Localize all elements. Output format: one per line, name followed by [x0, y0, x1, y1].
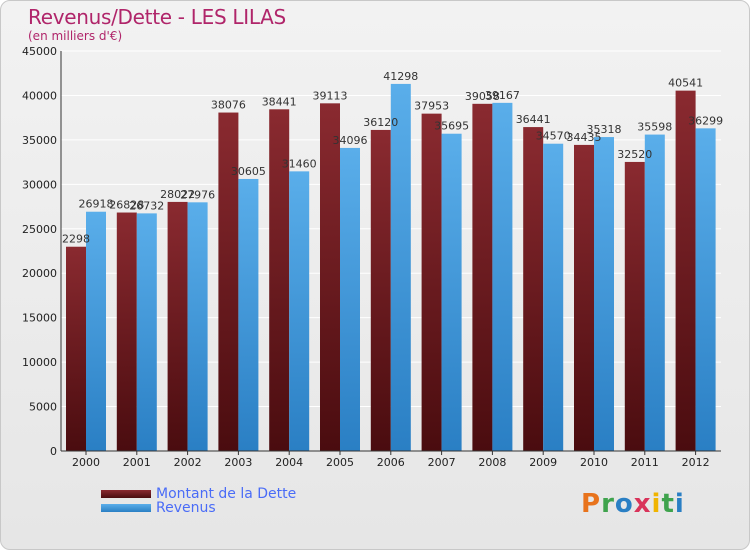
x-tick-label: 2007 [428, 456, 456, 469]
bar-revenus-2000 [86, 211, 106, 451]
y-tick-label: 30000 [22, 178, 57, 191]
bar-revenus-2011 [644, 134, 665, 451]
x-tick-label: 2004 [275, 456, 303, 469]
x-tick-label: 2011 [631, 456, 659, 469]
bar-dette-2000 [66, 246, 86, 451]
data-label-revenus-2004: 31460 [282, 157, 317, 170]
data-label-revenus-2007: 35695 [434, 120, 469, 133]
data-label-dette-2012: 40541 [668, 77, 703, 90]
x-tick-label: 2003 [224, 456, 252, 469]
data-label-revenus-2003: 30605 [231, 165, 266, 178]
bar-dette-2006 [370, 129, 391, 451]
y-tick-label: 40000 [22, 89, 57, 102]
legend-label-revenus: Revenus [156, 500, 216, 516]
bar-revenus-2001 [136, 213, 157, 451]
bar-dette-2002 [167, 201, 188, 451]
bar-revenus-2006 [390, 83, 411, 451]
x-tick-label: 2008 [478, 456, 506, 469]
data-label-dette-2003: 38076 [211, 99, 246, 112]
data-label-revenus-2008: 39167 [485, 89, 520, 102]
bar-revenus-2012 [695, 128, 716, 451]
y-tick-label: 15000 [22, 312, 57, 325]
bar-dette-2011 [624, 161, 645, 451]
data-label-revenus-2011: 35598 [637, 121, 672, 134]
bar-dette-2001 [116, 212, 137, 451]
y-tick-label: 20000 [22, 267, 57, 280]
data-label-dette-2004: 38441 [262, 95, 297, 108]
data-label-revenus-2012: 36299 [688, 114, 723, 127]
y-tick-label: 0 [50, 445, 57, 458]
y-tick-label: 5000 [29, 401, 57, 414]
x-tick-label: 2005 [326, 456, 354, 469]
bar-dette-2003 [218, 112, 239, 452]
bar-revenus-2008 [492, 102, 513, 452]
legend-label-dette: Montant de la Dette [156, 486, 297, 502]
bar-dette-2010 [574, 144, 594, 451]
x-tick-label: 2009 [529, 456, 557, 469]
data-label-dette-2001: 26828 [109, 199, 144, 212]
legend-swatch-dette [101, 490, 151, 498]
data-label-dette-2005: 39113 [313, 89, 348, 102]
bar-revenus-2009 [543, 143, 564, 451]
y-tick-label: 25000 [22, 223, 57, 236]
x-tick-label: 2006 [377, 456, 405, 469]
data-label-dette-2009: 36441 [516, 113, 551, 126]
data-label-revenus-2000: 26918 [79, 198, 114, 211]
data-label-dette-2011: 32520 [617, 148, 652, 161]
bar-revenus-2005 [340, 147, 360, 451]
data-label-dette-2010: 34435 [567, 131, 602, 144]
data-label-revenus-2009: 34570 [536, 130, 571, 143]
x-tick-label: 2001 [123, 456, 151, 469]
x-tick-label: 2000 [72, 456, 100, 469]
bar-dette-2007 [421, 113, 442, 451]
bar-dette-2012 [675, 90, 696, 451]
data-label-dette-2008: 39058 [465, 90, 500, 103]
chart-title: Revenus/Dette - LES LILAS [28, 5, 286, 29]
proxiti-logo: Proxiti [581, 489, 685, 519]
x-tick-label: 2010 [580, 456, 608, 469]
bar-revenus-2007 [441, 133, 462, 451]
data-label-dette-2006: 36120 [363, 116, 398, 129]
data-label-revenus-2006: 41298 [383, 70, 418, 83]
bar-dette-2008 [472, 103, 493, 451]
y-tick-label: 35000 [22, 134, 57, 147]
x-tick-label: 2002 [174, 456, 202, 469]
bar-revenus-2010 [594, 137, 614, 451]
bar-revenus-2004 [289, 171, 310, 451]
bar-dette-2004 [269, 109, 290, 452]
data-label-dette-2000: 2298 [62, 233, 90, 246]
bar-revenus-2003 [238, 178, 259, 451]
bar-revenus-2002 [187, 202, 208, 451]
chart-subtitle: (en milliers d'€) [28, 29, 123, 43]
data-label-revenus-2010: 35318 [587, 123, 622, 136]
data-label-revenus-2005: 34096 [333, 134, 368, 147]
data-label-dette-2002: 28022 [160, 188, 195, 201]
data-label-revenus-2002: 27976 [180, 188, 215, 201]
data-label-revenus-2001: 26732 [129, 199, 164, 212]
x-tick-label: 2012 [682, 456, 710, 469]
y-tick-label: 10000 [22, 356, 57, 369]
bar-dette-2005 [320, 103, 340, 451]
legend-swatch-revenus [101, 504, 151, 512]
bar-dette-2009 [523, 127, 544, 451]
y-tick-label: 45000 [22, 45, 57, 58]
data-label-dette-2007: 37953 [414, 100, 449, 113]
